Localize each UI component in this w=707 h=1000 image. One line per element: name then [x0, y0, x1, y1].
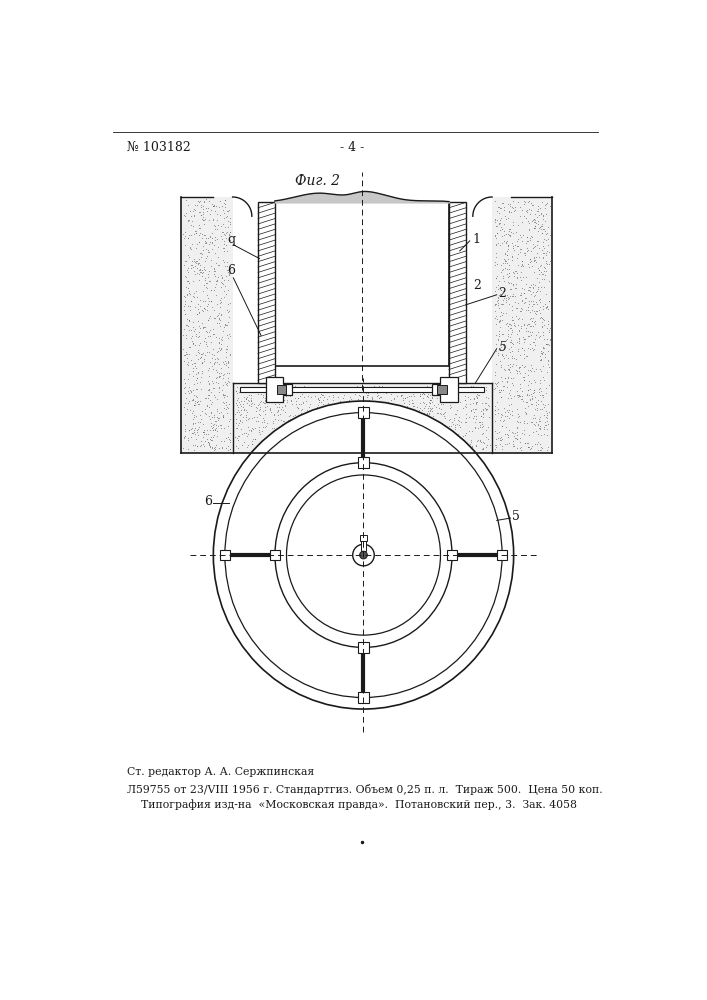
- Bar: [438, 385, 447, 394]
- Polygon shape: [233, 383, 492, 453]
- Text: q: q: [227, 233, 235, 246]
- Text: 2: 2: [473, 279, 481, 292]
- Bar: [219, 550, 230, 560]
- Bar: [360, 535, 368, 541]
- Text: - 4 -: - 4 -: [340, 141, 364, 154]
- Bar: [447, 550, 457, 560]
- Ellipse shape: [225, 413, 502, 698]
- Text: 5: 5: [512, 510, 520, 523]
- Text: Л59755 от 23/VIII 1956 г. Стандартгиз. Объем 0,25 п. л.  Тираж 500.  Цена 50 коп: Л59755 от 23/VIII 1956 г. Стандартгиз. О…: [127, 784, 603, 795]
- Bar: [240, 387, 484, 392]
- Bar: [258, 202, 275, 383]
- Text: Ст. редактор А. А. Сержпинская: Ст. редактор А. А. Сержпинская: [127, 767, 315, 777]
- Bar: [269, 550, 281, 560]
- Bar: [358, 692, 369, 703]
- Bar: [449, 202, 466, 383]
- Bar: [358, 642, 369, 653]
- Bar: [361, 537, 366, 551]
- Bar: [358, 407, 369, 418]
- Text: № 103182: № 103182: [127, 141, 191, 154]
- Text: 6: 6: [227, 264, 235, 277]
- Polygon shape: [492, 197, 552, 453]
- Bar: [358, 457, 369, 468]
- Text: Фиг. 2: Фиг. 2: [295, 174, 340, 188]
- Bar: [497, 550, 508, 560]
- Text: 1: 1: [473, 233, 481, 246]
- Circle shape: [360, 551, 368, 559]
- Bar: [275, 202, 449, 366]
- Ellipse shape: [275, 463, 452, 647]
- Text: 5: 5: [498, 341, 506, 354]
- Ellipse shape: [286, 475, 440, 635]
- Text: Типография изд-на  «Московская правда».  Потановский пер., 3.  Зак. 4058: Типография изд-на «Московская правда». П…: [127, 799, 577, 810]
- Text: 6: 6: [204, 495, 212, 508]
- Ellipse shape: [214, 401, 514, 709]
- Bar: [277, 385, 286, 394]
- Polygon shape: [181, 197, 233, 453]
- Polygon shape: [432, 377, 458, 402]
- Polygon shape: [266, 377, 292, 402]
- Polygon shape: [181, 197, 552, 453]
- Text: 2: 2: [498, 287, 506, 300]
- Circle shape: [353, 544, 374, 566]
